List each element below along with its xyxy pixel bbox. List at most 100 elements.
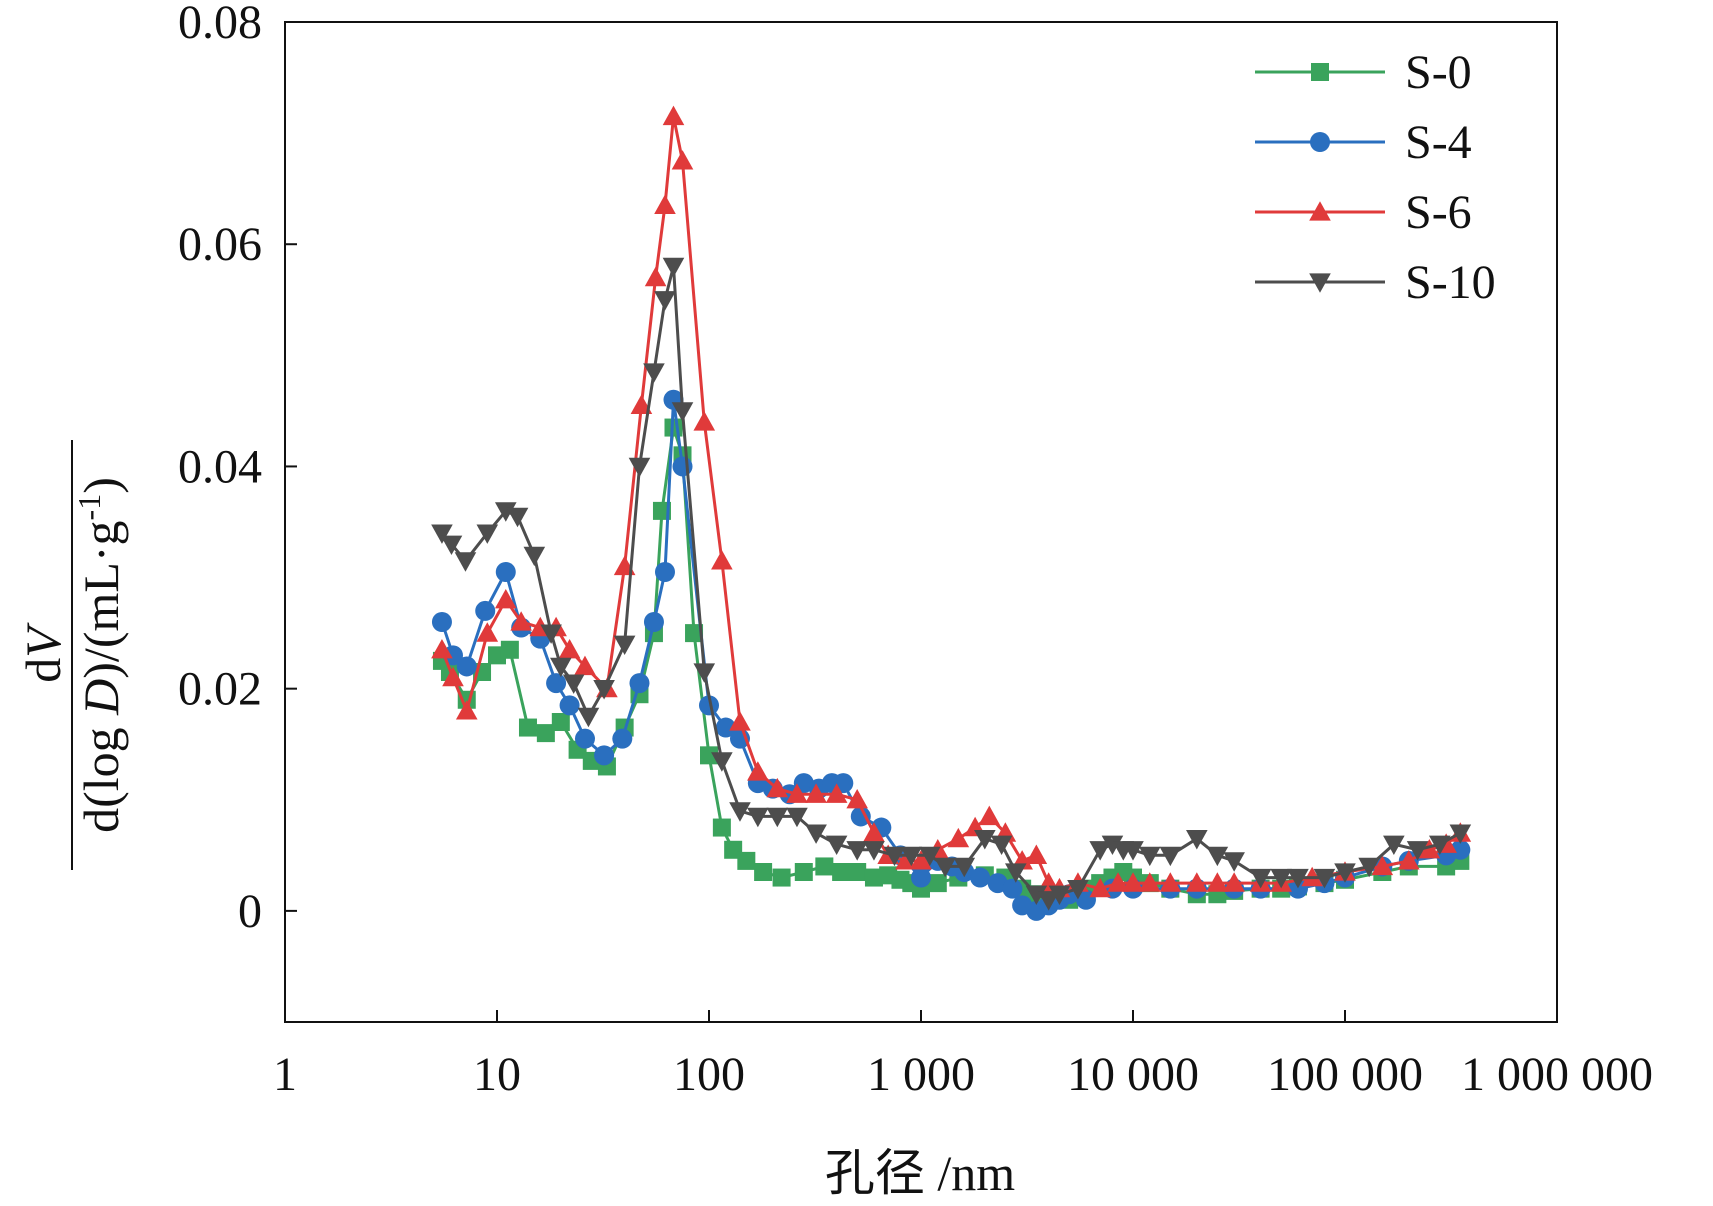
data-point-S-10: [1358, 857, 1380, 878]
data-point-S-4: [672, 456, 693, 477]
data-point-S-10: [953, 857, 976, 878]
data-point-S-10: [593, 680, 615, 700]
data-point-S-10: [1428, 835, 1451, 856]
data-point-S-10: [786, 807, 808, 828]
data-point-S-10: [934, 857, 956, 878]
y-axis-title-denominator: d(log D)/(mL·g-1): [71, 477, 129, 833]
series-layer: [431, 105, 1472, 921]
x-tick-label: 10: [473, 1048, 521, 1101]
data-point-S-4: [431, 612, 452, 632]
data-point-S-6: [1122, 872, 1144, 892]
data-point-S-4: [612, 728, 633, 749]
data-point-S-6: [846, 788, 868, 809]
data-point-S-0: [772, 868, 791, 887]
data-point-S-10: [693, 663, 716, 683]
y-tick-label: 0: [238, 885, 262, 938]
data-point-S-6: [711, 550, 733, 570]
y-axis-ticks: 0 0.02 0.04 0.06 0.08: [178, 0, 297, 938]
data-point-S-6: [1025, 844, 1048, 864]
data-point-S-10: [562, 674, 585, 694]
data-point-S-10: [747, 807, 769, 828]
data-point-S-10: [1025, 885, 1048, 906]
legend-label: S-6: [1405, 186, 1472, 239]
data-point-S-10: [883, 846, 906, 867]
legend-marker-S-10: [1309, 273, 1331, 293]
x-tick-label: 10 000: [1067, 1048, 1199, 1101]
data-point-S-10: [766, 807, 789, 828]
data-point-S-4: [559, 695, 580, 716]
data-point-S-10: [662, 257, 685, 278]
data-point-S-6: [442, 666, 464, 687]
data-point-S-6: [1138, 872, 1161, 892]
data-point-S-6: [644, 266, 667, 287]
data-point-S-4: [546, 673, 567, 694]
x-tick-label: 100: [673, 1048, 745, 1101]
data-point-S-6: [1107, 872, 1129, 892]
legend: S-0 S-4 S-6 S-10: [1255, 46, 1496, 309]
x-axis-title: 孔径 /nm: [825, 1145, 1015, 1201]
data-point-S-10: [628, 457, 651, 478]
data-point-S-4: [629, 673, 650, 694]
data-point-S-10: [1159, 846, 1182, 867]
data-point-S-10: [1449, 824, 1472, 844]
data-point-S-10: [1313, 868, 1336, 889]
y-tick-label: 0.08: [178, 0, 262, 49]
data-point-S-0: [700, 746, 718, 765]
y-tick-label: 0.02: [178, 663, 262, 716]
data-point-S-10: [1067, 880, 1089, 900]
data-point-S-10: [1383, 835, 1405, 856]
data-point-S-10: [550, 657, 572, 678]
x-tick-label: 1 000: [867, 1048, 975, 1101]
data-point-S-4: [654, 562, 675, 582]
legend-label: S-10: [1405, 256, 1496, 309]
data-point-S-10: [1270, 868, 1292, 889]
data-point-S-4: [495, 562, 516, 582]
data-point-S-6: [947, 827, 970, 848]
data-point-S-0: [848, 863, 867, 881]
data-point-S-10: [671, 402, 694, 422]
data-point-S-0: [832, 863, 851, 881]
data-point-S-0: [754, 863, 773, 881]
data-point-S-10: [643, 363, 665, 383]
data-point-S-0: [551, 713, 570, 731]
data-point-S-6: [1206, 872, 1229, 892]
data-point-S-10: [918, 846, 941, 867]
data-point-S-0: [536, 724, 555, 743]
data-point-S-10: [1101, 835, 1124, 856]
data-point-S-10: [974, 830, 996, 850]
data-point-S-6: [729, 711, 751, 731]
data-point-S-0: [712, 818, 731, 837]
data-point-S-6: [1089, 877, 1111, 898]
data-point-S-4: [456, 656, 477, 677]
data-point-S-10: [1186, 830, 1208, 850]
legend-item-S-4: S-4: [1255, 116, 1472, 169]
data-point-S-4: [1450, 839, 1471, 860]
data-point-S-6: [747, 761, 769, 781]
data-point-S-4: [475, 600, 496, 621]
data-point-S-10: [1122, 841, 1144, 861]
data-point-S-10: [613, 635, 636, 656]
data-point-S-10: [1223, 852, 1245, 872]
data-point-S-10: [1334, 863, 1356, 883]
data-point-S-6: [1398, 850, 1420, 870]
y-axis-title: dV d(log D)/(mL·g-1): [15, 440, 129, 870]
data-point-S-6: [510, 611, 532, 631]
x-tick-label: 1 000 000: [1461, 1048, 1653, 1101]
data-point-S-6: [431, 638, 453, 659]
data-point-S-6: [1186, 872, 1208, 892]
data-point-S-10: [523, 546, 546, 567]
data-point-S-6: [476, 622, 499, 642]
legend-marker-S-4: [1310, 132, 1330, 152]
data-point-S-6: [1223, 872, 1245, 892]
data-point-S-6: [494, 588, 517, 609]
data-point-S-4: [1002, 878, 1023, 899]
legend-label: S-4: [1405, 116, 1472, 169]
data-point-S-10: [1406, 841, 1429, 861]
data-point-S-0: [518, 718, 537, 737]
x-axis-ticks: 1 10 100 1 000 10 000 100 000 1 000 000: [273, 1010, 1653, 1101]
data-point-S-0: [794, 863, 813, 881]
legend-label: S-0: [1405, 46, 1472, 99]
data-point-S-6: [1418, 838, 1441, 859]
data-point-S-10: [825, 835, 848, 856]
